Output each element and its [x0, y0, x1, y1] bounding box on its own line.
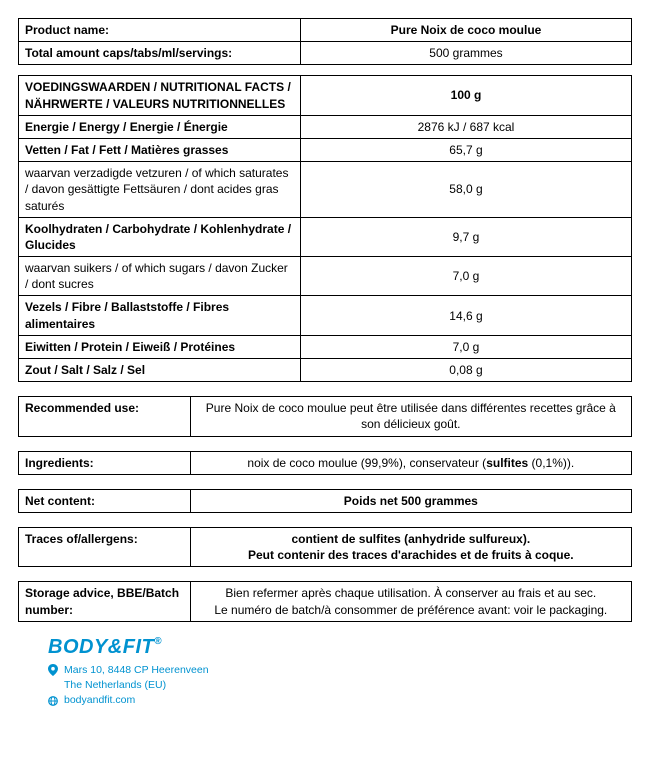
nutrition-row-value: 65,7 g — [300, 138, 631, 161]
nutrition-row-value: 7,0 g — [300, 335, 631, 358]
storage-label: Storage advice, BBE/Batch number: — [19, 582, 191, 621]
product-header-table: Product name: Pure Noix de coco moulue T… — [18, 18, 632, 65]
nutrition-row-value: 14,6 g — [300, 296, 631, 335]
net-content-label: Net content: — [19, 489, 191, 512]
total-amount-label: Total amount caps/tabs/ml/servings: — [19, 42, 301, 65]
nutrition-row-value: 2876 kJ / 687 kcal — [300, 115, 631, 138]
recommended-use-label: Recommended use: — [19, 397, 191, 436]
footer-address: Mars 10, 8448 CP Heerenveen The Netherla… — [48, 663, 632, 709]
recommended-use-value: Pure Noix de coco moulue peut être utili… — [190, 397, 631, 436]
brand-part-a: BODY — [48, 636, 108, 658]
net-content-value: Poids net 500 grammes — [190, 489, 631, 512]
ingredients-bold: sulfites — [486, 456, 528, 470]
allergens-value: contient de sulfites (anhydride sulfureu… — [190, 527, 631, 566]
product-name-label: Product name: — [19, 19, 301, 42]
globe-icon — [48, 696, 58, 706]
net-content-table: Net content: Poids net 500 grammes — [18, 489, 632, 513]
nutrition-row-label: Energie / Energy / Energie / Énergie — [19, 115, 301, 138]
nutrition-row-label: Zout / Salt / Salz / Sel — [19, 359, 301, 382]
nutrition-row-label: waarvan suikers / of which sugars / davo… — [19, 257, 301, 296]
brand-part-b: FIT — [123, 636, 155, 658]
product-name-value: Pure Noix de coco moulue — [300, 19, 631, 42]
nutrition-row-label: Vetten / Fat / Fett / Matières grasses — [19, 138, 301, 161]
nutrition-per: 100 g — [300, 76, 631, 115]
footer-addr2: The Netherlands (EU) — [64, 678, 166, 693]
ingredients-pre: noix de coco moulue (99,9%), conservateu… — [247, 456, 486, 470]
location-pin-icon — [48, 664, 58, 676]
allergens-line1: contient de sulfites (anhydride sulfureu… — [197, 531, 625, 547]
nutrition-row-value: 9,7 g — [300, 217, 631, 256]
allergens-table: Traces of/allergens: contient de sulfite… — [18, 527, 632, 567]
nutrition-row-value: 58,0 g — [300, 162, 631, 218]
nutrition-row-label: waarvan verzadigde vetzuren / of which s… — [19, 162, 301, 218]
storage-value: Bien refermer après chaque utilisation. … — [190, 582, 631, 621]
ingredients-label: Ingredients: — [19, 451, 191, 474]
ingredients-value: noix de coco moulue (99,9%), conservateu… — [190, 451, 631, 474]
allergens-label: Traces of/allergens: — [19, 527, 191, 566]
nutrition-title: VOEDINGSWAARDEN / NUTRITIONAL FACTS / NÄ… — [19, 76, 301, 115]
footer: BODY&FIT® Mars 10, 8448 CP Heerenveen Th… — [18, 636, 632, 709]
brand-reg: ® — [154, 636, 162, 647]
footer-site: bodyandfit.com — [64, 693, 135, 708]
nutrition-row-label: Eiwitten / Protein / Eiweiß / Protéines — [19, 335, 301, 358]
brand-logo: BODY&FIT® — [48, 636, 632, 659]
ingredients-table: Ingredients: noix de coco moulue (99,9%)… — [18, 451, 632, 475]
total-amount-value: 500 grammes — [300, 42, 631, 65]
brand-amp: & — [108, 636, 123, 658]
footer-addr1: Mars 10, 8448 CP Heerenveen — [64, 663, 209, 678]
storage-line2: Le numéro de batch/à consommer de préfér… — [197, 602, 625, 618]
nutrition-table: VOEDINGSWAARDEN / NUTRITIONAL FACTS / NÄ… — [18, 75, 632, 382]
ingredients-post: (0,1%)). — [528, 456, 574, 470]
recommended-use-table: Recommended use: Pure Noix de coco moulu… — [18, 396, 632, 436]
nutrition-row-value: 7,0 g — [300, 257, 631, 296]
storage-line1: Bien refermer après chaque utilisation. … — [197, 585, 625, 601]
allergens-line2: Peut contenir des traces d'arachides et … — [197, 547, 625, 563]
nutrition-row-value: 0,08 g — [300, 359, 631, 382]
nutrition-row-label: Koolhydraten / Carbohydrate / Kohlenhydr… — [19, 217, 301, 256]
storage-table: Storage advice, BBE/Batch number: Bien r… — [18, 581, 632, 621]
nutrition-row-label: Vezels / Fibre / Ballaststoffe / Fibres … — [19, 296, 301, 335]
